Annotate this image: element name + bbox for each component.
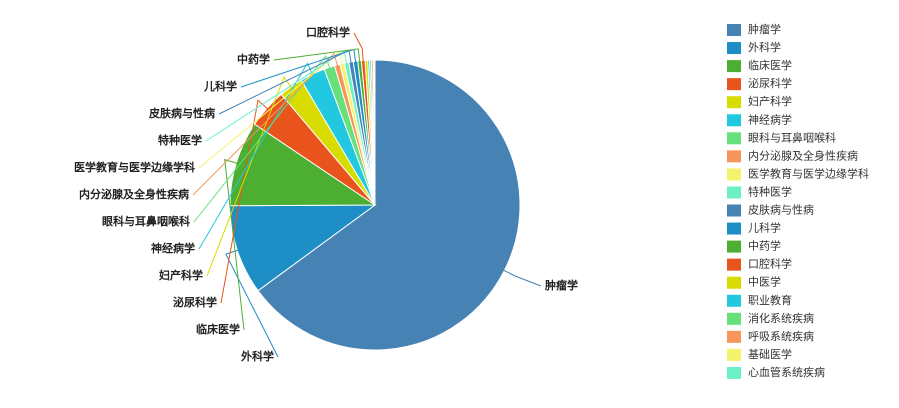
legend-label[interactable]: 泌尿科学 [748,76,792,90]
legend-label[interactable]: 肿瘤学 [748,22,781,36]
leader-line [353,32,364,63]
slice-label: 妇产科学 [158,268,203,282]
legend-label[interactable]: 消化系统疾病 [748,311,814,325]
leader-line [198,62,314,250]
leader-line [273,48,361,63]
slice-label: 泌尿科学 [173,295,217,309]
legend-label[interactable]: 医学教育与医学边缘学科 [748,166,869,180]
pie-slice[interactable] [373,59,376,206]
legend-label[interactable]: 皮肤病与性病 [748,203,814,217]
slice-label: 肿瘤学 [545,278,578,292]
legend-label[interactable]: 口腔科学 [748,257,792,271]
slice-label: 口腔科学 [306,25,350,39]
legend-swatch[interactable] [727,294,741,307]
leader-line [206,76,293,277]
leader-line [198,51,344,169]
legend-label[interactable]: 神经病学 [748,112,792,126]
legend-swatch[interactable] [727,348,741,361]
legend-swatch[interactable] [727,114,741,127]
slice-label: 中药学 [237,52,270,66]
slice-label: 皮肤病与性病 [148,106,215,120]
legend-label[interactable]: 基础医学 [748,347,792,361]
legend-label[interactable]: 中医学 [748,275,781,289]
legend-swatch[interactable] [727,186,741,199]
legend-label[interactable]: 中药学 [748,239,781,253]
legend-swatch[interactable] [727,258,741,271]
legend-label[interactable]: 特种医学 [748,184,792,198]
legend-label[interactable]: 内分泌腺及全身性疾病 [748,148,858,162]
legend-swatch[interactable] [727,168,741,181]
slice-label: 眼科与耳鼻咽喉科 [102,214,190,228]
legend-swatch[interactable] [727,42,741,55]
slice-label: 内分泌腺及全身性疾病 [79,187,189,201]
legend-swatch[interactable] [727,132,741,145]
legend-swatch[interactable] [727,222,741,235]
legend-label[interactable]: 临床医学 [748,58,792,72]
legend-swatch[interactable] [727,330,741,343]
legend-label[interactable]: 心血管系统疾病 [748,365,825,379]
legend-swatch[interactable] [727,60,741,73]
legend-label[interactable]: 眼科与耳鼻咽喉科 [748,130,836,144]
slice-label: 外科学 [240,349,274,363]
leader-line [192,52,339,196]
slice-label: 儿科学 [203,79,237,93]
legend-swatch[interactable] [727,204,741,217]
slice-label: 特种医学 [158,133,202,147]
legend-swatch[interactable] [727,78,741,91]
legend-label[interactable]: 儿科学 [748,221,781,235]
leader-line [502,269,542,287]
leader-line [220,99,269,304]
legend-label[interactable]: 外科学 [748,40,781,54]
legend-swatch[interactable] [727,276,741,289]
legend-swatch[interactable] [727,366,741,379]
leader-line [193,54,331,223]
legend-label[interactable]: 妇产科学 [748,94,792,108]
legend-swatch[interactable] [727,150,741,163]
legend-label[interactable]: 职业教育 [748,293,792,307]
slice-label: 神经病学 [151,241,195,255]
legend-swatch[interactable] [727,312,741,325]
slice-label: 临床医学 [196,322,240,336]
slice-label: 医学教育与医学边缘学科 [74,160,195,174]
legend-swatch[interactable] [727,240,741,253]
legend-label[interactable]: 呼吸系统疾病 [748,329,814,343]
legend-swatch[interactable] [727,96,741,109]
leader-line [224,158,245,331]
legend-swatch[interactable] [727,24,741,36]
